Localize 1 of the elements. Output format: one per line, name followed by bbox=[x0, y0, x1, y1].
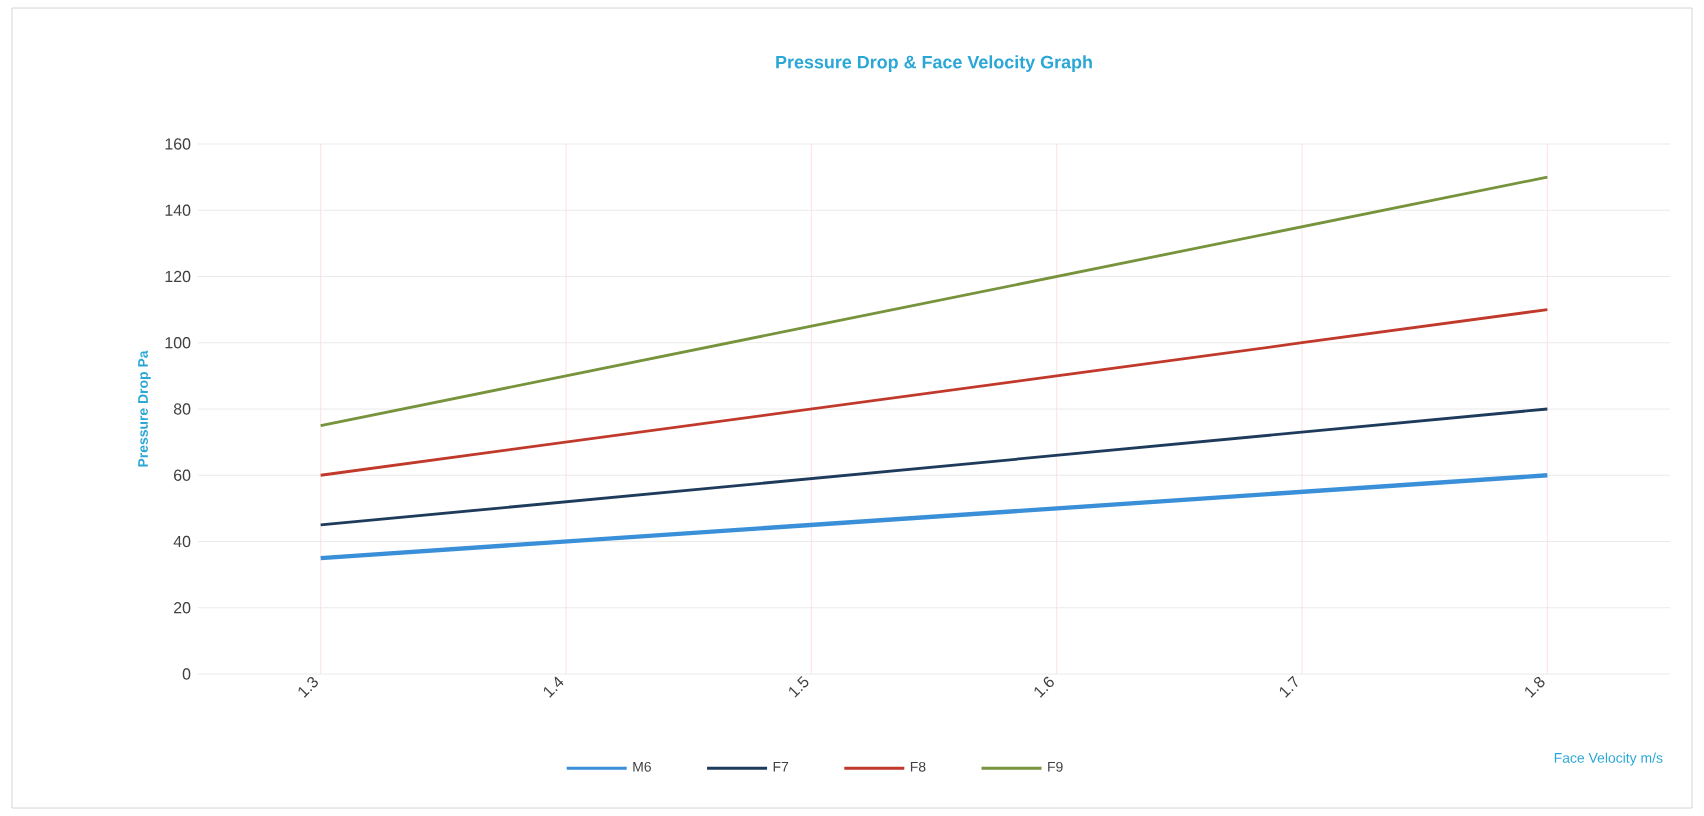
chart-title: Pressure Drop & Face Velocity Graph bbox=[776, 55, 1092, 72]
